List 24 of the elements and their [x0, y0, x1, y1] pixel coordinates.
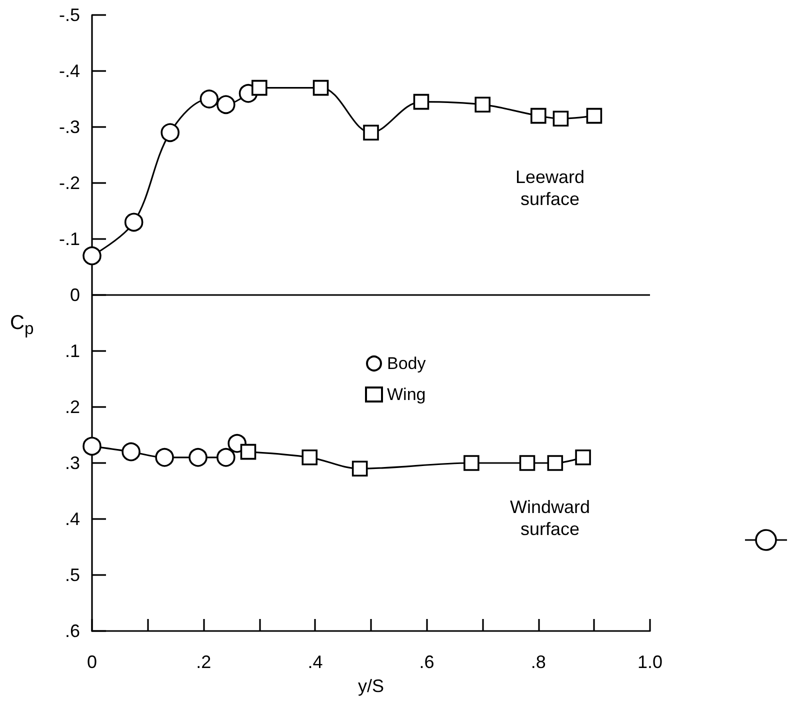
x-tick-label: .6	[419, 652, 434, 672]
annotation: Windward surface	[510, 497, 590, 539]
x-tick-label: .2	[196, 652, 212, 672]
y-tick-label: .1	[64, 341, 80, 361]
y-tick-label: .2	[64, 397, 80, 417]
y-tick-label: -.4	[58, 61, 80, 81]
y-tick-label: .3	[64, 453, 80, 473]
y-tick-label: 0	[70, 285, 80, 305]
x-tick-label: .8	[530, 652, 546, 672]
legend-label: Wing	[387, 385, 426, 404]
y-tick-label: .6	[64, 621, 80, 641]
y-tick-label: -.1	[58, 229, 80, 249]
x-axis-title: y/S	[358, 676, 384, 696]
y-tick-label: -.3	[58, 117, 80, 137]
annotation: Leeward surface	[515, 167, 585, 209]
legend-label: Body	[387, 354, 426, 373]
x-tick-label: 1.0	[637, 652, 663, 672]
x-tick-label: .4	[308, 652, 323, 672]
y-tick-label: .5	[64, 565, 80, 585]
y-tick-label: .4	[64, 509, 80, 529]
x-tick-label: 0	[86, 652, 98, 672]
y-tick-label: -.2	[58, 173, 80, 193]
y-tick-label: -.5	[58, 5, 80, 25]
y-axis-title: C$_{p}$	[10, 312, 34, 339]
